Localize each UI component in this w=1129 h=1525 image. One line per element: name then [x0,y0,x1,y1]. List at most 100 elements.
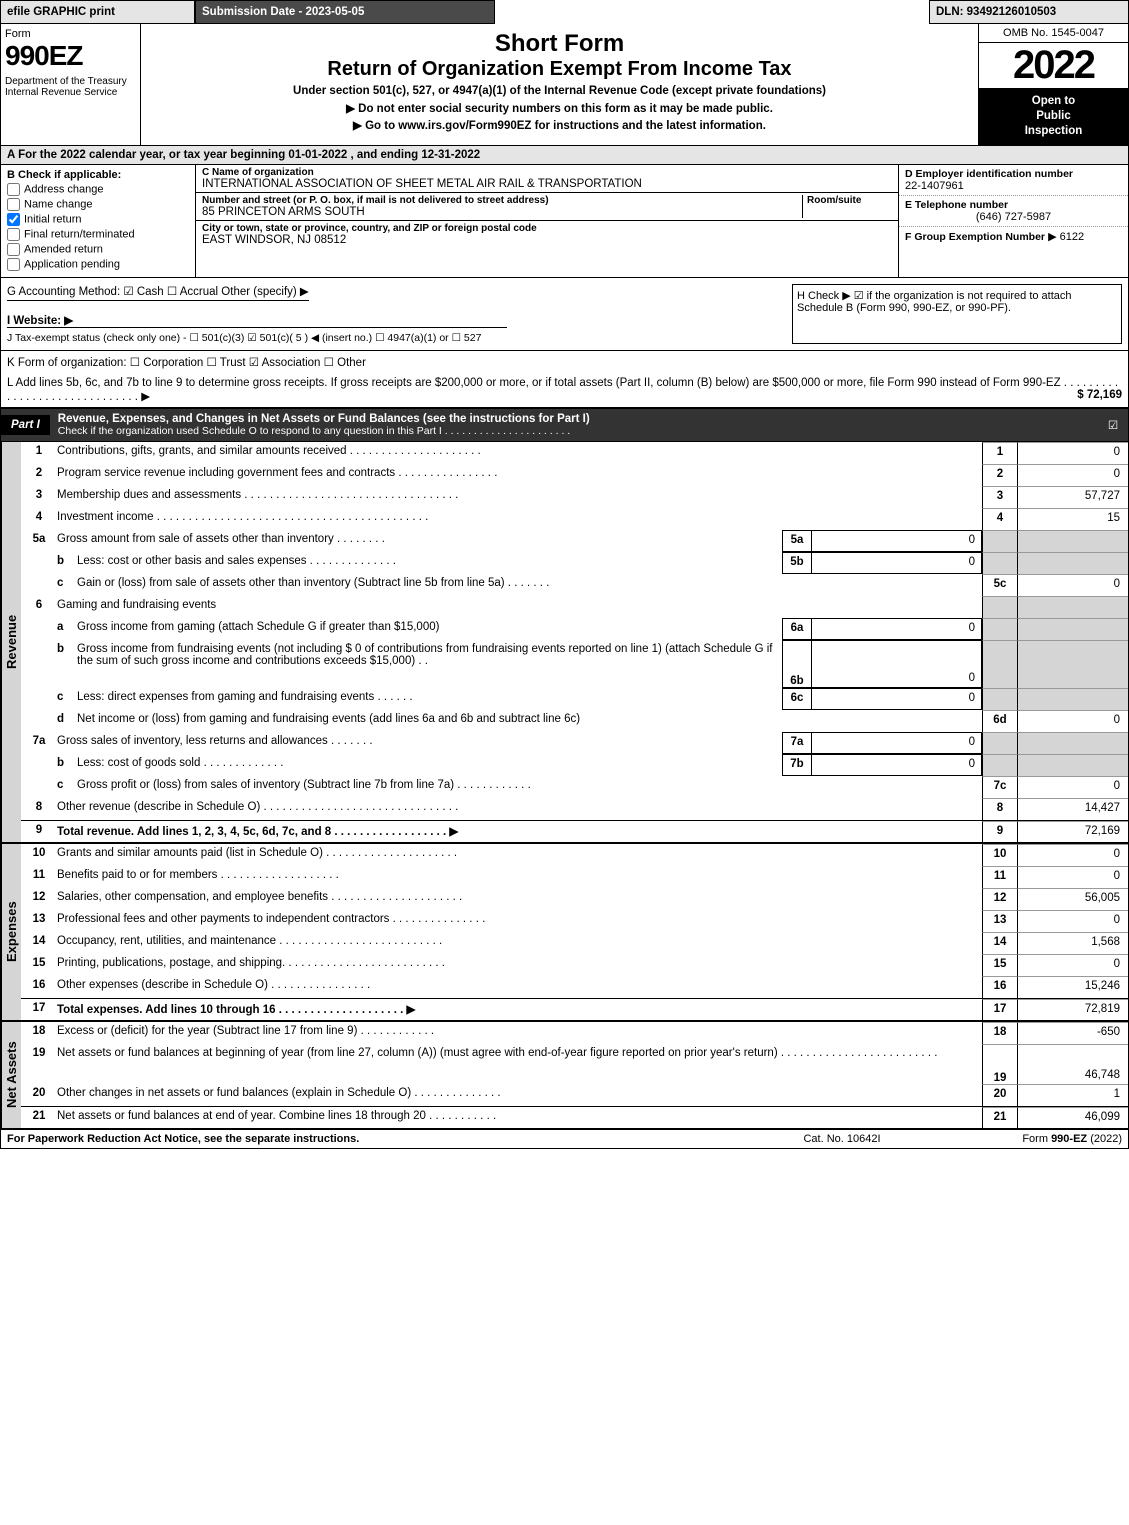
line-12: Salaries, other compensation, and employ… [57,888,982,910]
line-1-value: 0 [1018,442,1128,464]
e-phone-label: E Telephone number [905,199,1122,211]
g-accounting: G Accounting Method: ☑ Cash ☐ Accrual Ot… [7,284,309,301]
expenses-label: Expenses [1,844,21,1020]
part1-label: Part I [1,415,50,435]
title-return: Return of Organization Exempt From Incom… [147,58,972,81]
dln: DLN: 93492126010503 [929,0,1129,24]
right-header-block: OMB No. 1545-0047 2022 Open to Public In… [978,24,1128,145]
line-7c-value: 0 [1018,776,1128,798]
line-3-value: 57,727 [1018,486,1128,508]
b-amended[interactable]: Amended return [7,243,189,256]
footer-left: For Paperwork Reduction Act Notice, see … [7,1133,742,1145]
line-18-value: -650 [1018,1022,1128,1044]
efile-label: efile GRAPHIC print [0,0,195,24]
line-5b: Less: cost or other basis and sales expe… [77,552,782,574]
line-5a-value: 0 [812,530,982,552]
section-bcdef: B Check if applicable: Address change Na… [0,165,1129,278]
revenue-label: Revenue [1,442,21,842]
line-10-value: 0 [1018,844,1128,866]
i-website: I Website: ▶ [7,313,507,328]
line-20-value: 1 [1018,1084,1128,1106]
line-11: Benefits paid to or for members . . . . … [57,866,982,888]
line-7a-value: 0 [812,732,982,754]
line-6d: Net income or (loss) from gaming and fun… [77,710,982,732]
goto-link[interactable]: ▶ Go to www.irs.gov/Form990EZ for instru… [147,118,972,132]
line-3: Membership dues and assessments . . . . … [57,486,982,508]
row-gh: G Accounting Method: ☑ Cash ☐ Accrual Ot… [0,278,1129,351]
line-2: Program service revenue including govern… [57,464,982,486]
line-7a: Gross sales of inventory, less returns a… [57,732,782,754]
c-room-label: Room/suite [807,195,892,206]
org-name: INTERNATIONAL ASSOCIATION OF SHEET METAL… [202,178,892,190]
l-text: L Add lines 5b, 6c, and 7b to line 9 to … [7,377,1118,403]
phone-value: (646) 727-5987 [905,211,1122,223]
line-6a: Gross income from gaming (attach Schedul… [77,618,782,640]
inspection-line1: Open to [983,94,1124,109]
c-name-label: C Name of organization [202,167,892,178]
line-18: Excess or (deficit) for the year (Subtra… [57,1022,982,1044]
b-address-change[interactable]: Address change [7,183,189,196]
omb-number: OMB No. 1545-0047 [979,24,1128,43]
line-4-value: 15 [1018,508,1128,530]
line-5c: Gain or (loss) from sale of assets other… [77,574,982,596]
c-city-label: City or town, state or province, country… [202,223,892,234]
line-6c-value: 0 [812,688,982,710]
line-5a: Gross amount from sale of assets other t… [57,530,782,552]
part1-title: Revenue, Expenses, and Changes in Net As… [50,409,1098,441]
tax-year: 2022 [979,43,1128,88]
b-name-change[interactable]: Name change [7,198,189,211]
group-exemption-value: ▶ 6122 [1048,231,1084,243]
line-5c-value: 0 [1018,574,1128,596]
line-16-value: 15,246 [1018,976,1128,998]
title-short-form: Short Form [147,30,972,58]
form-id-block: Form 990EZ Department of the Treasury In… [1,24,141,145]
line-2-value: 0 [1018,464,1128,486]
inspection-badge: Open to Public Inspection [979,88,1128,145]
expenses-section: Expenses 10Grants and similar amounts pa… [0,842,1129,1020]
line-16: Other expenses (describe in Schedule O) … [57,976,982,998]
b-final-return[interactable]: Final return/terminated [7,228,189,241]
part1-check[interactable]: ☑ [1098,418,1128,432]
line-9: Total revenue. Add lines 1, 2, 3, 4, 5c,… [57,821,982,842]
line-6c: Less: direct expenses from gaming and fu… [77,688,782,710]
line-7c: Gross profit or (loss) from sales of inv… [77,776,982,798]
line-21: Net assets or fund balances at end of ye… [57,1107,982,1128]
form-word: Form [5,28,136,40]
form-header: Form 990EZ Department of the Treasury In… [0,24,1129,146]
line-17-value: 72,819 [1018,999,1128,1020]
line-21-value: 46,099 [1018,1107,1128,1128]
street-address: 85 PRINCETON ARMS SOUTH [202,206,802,218]
inspection-line3: Inspection [983,124,1124,139]
revenue-section: Revenue 1Contributions, gifts, grants, a… [0,442,1129,842]
form-number: 990EZ [5,40,136,72]
l-amount: $ 72,169 [1077,389,1122,401]
part1-header: Part I Revenue, Expenses, and Changes in… [0,408,1129,442]
b-header: B Check if applicable: [7,169,189,181]
line-20: Other changes in net assets or fund bala… [57,1084,982,1106]
line-7b: Less: cost of goods sold . . . . . . . .… [77,754,782,776]
line-1: Contributions, gifts, grants, and simila… [57,442,982,464]
line-19-value: 46,748 [1018,1044,1128,1084]
b-initial-return[interactable]: Initial return [7,213,189,226]
footer-center: Cat. No. 10642I [742,1133,942,1145]
line-13: Professional fees and other payments to … [57,910,982,932]
line-5b-value: 0 [812,552,982,574]
col-def: D Employer identification number 22-1407… [898,165,1128,277]
netassets-section: Net Assets 18Excess or (deficit) for the… [0,1020,1129,1129]
line-15: Printing, publications, postage, and shi… [57,954,982,976]
row-k: K Form of organization: ☐ Corporation ☐ … [0,351,1129,373]
line-15-value: 0 [1018,954,1128,976]
line-7b-value: 0 [812,754,982,776]
row-a-period: A For the 2022 calendar year, or tax yea… [0,146,1129,165]
line-6b: Gross income from fundraising events (no… [77,640,782,688]
line-13-value: 0 [1018,910,1128,932]
top-bar: efile GRAPHIC print Submission Date - 20… [0,0,1129,24]
line-6b-value: 0 [812,640,982,688]
line-6: Gaming and fundraising events [57,596,982,618]
h-schedule-b: H Check ▶ ☑ if the organization is not r… [792,284,1122,344]
netassets-label: Net Assets [1,1022,21,1128]
title-block: Short Form Return of Organization Exempt… [141,24,978,145]
line-6d-value: 0 [1018,710,1128,732]
subtitle: Under section 501(c), 527, or 4947(a)(1)… [147,85,972,97]
b-application-pending[interactable]: Application pending [7,258,189,271]
